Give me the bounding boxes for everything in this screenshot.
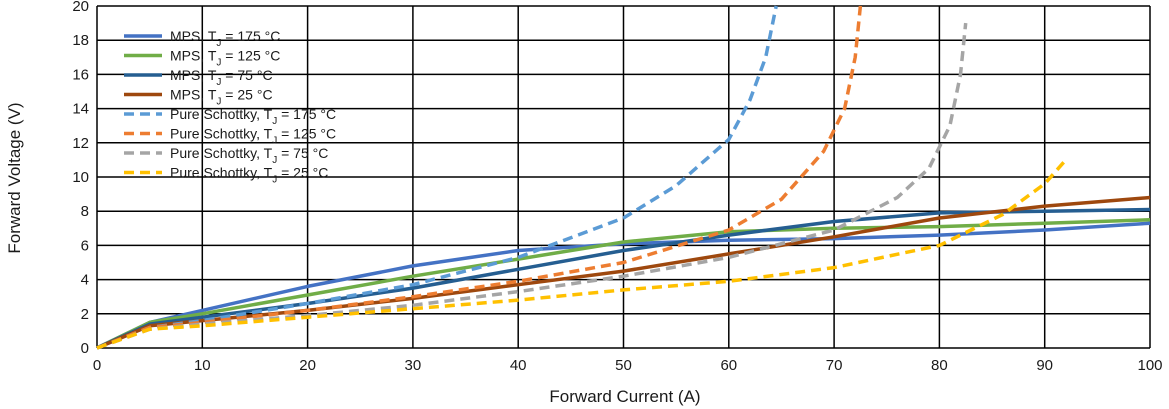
x-tick-label: 100 (1137, 357, 1162, 374)
x-axis-title: Forward Current (A) (549, 387, 700, 406)
x-tick-label: 90 (1036, 357, 1053, 374)
y-tick-label: 14 (72, 101, 89, 118)
series-line-3 (96, 207, 1151, 350)
x-tick-label: 10 (194, 357, 211, 374)
series-lines (96, 5, 1151, 350)
y-tick-label: 4 (81, 272, 89, 289)
series-line-7 (96, 22, 968, 350)
grid (97, 5, 1151, 348)
x-tick-label: 60 (720, 357, 737, 374)
y-tick-label: 8 (81, 203, 89, 220)
x-tick-label: 0 (93, 357, 101, 374)
legend-label: MPS, TJ = 175 °C (170, 28, 280, 49)
legend-label: Pure Schottky, TJ = 175 °C (170, 106, 336, 127)
y-tick-label: 0 (81, 340, 89, 357)
x-tick-label: 80 (931, 357, 948, 374)
x-tick-label: 40 (510, 357, 527, 374)
legend-label: MPS, TJ = 25 °C (170, 87, 273, 108)
y-tick-label: 20 (72, 0, 89, 15)
series-line-6 (96, 5, 863, 350)
legend-label: Pure Schottky, TJ = 75 °C (170, 145, 328, 166)
x-tick-label: 50 (615, 357, 632, 374)
legend-label: MPS, TJ = 125 °C (170, 48, 280, 69)
x-tick-label: 20 (299, 357, 316, 374)
series-line-2 (96, 218, 1151, 350)
legend-label: MPS, TJ = 75 °C (170, 67, 273, 88)
series-line-1 (96, 221, 1151, 350)
y-axis-title: Forward Voltage (V) (5, 102, 24, 253)
legend-label: Pure Schottky, TJ = 125 °C (170, 126, 336, 147)
x-tick-label: 70 (826, 357, 843, 374)
y-tick-label: 12 (72, 135, 89, 152)
y-tick-label: 10 (72, 169, 89, 186)
legend-label: Pure Schottky, TJ = 25 °C (170, 165, 328, 186)
series-line-8 (96, 158, 1068, 350)
y-tick-label: 2 (81, 306, 89, 323)
y-tick-label: 6 (81, 237, 89, 254)
y-tick-label: 18 (72, 32, 89, 49)
x-tick-label: 30 (405, 357, 422, 374)
axes (96, 6, 1150, 349)
y-tick-label: 16 (72, 66, 89, 83)
tick-labels: 0 2 4 6 8 10 12 14 16 18 20 0 10 20 30 40 50 60 70 80 90 100 (72, 0, 1162, 374)
